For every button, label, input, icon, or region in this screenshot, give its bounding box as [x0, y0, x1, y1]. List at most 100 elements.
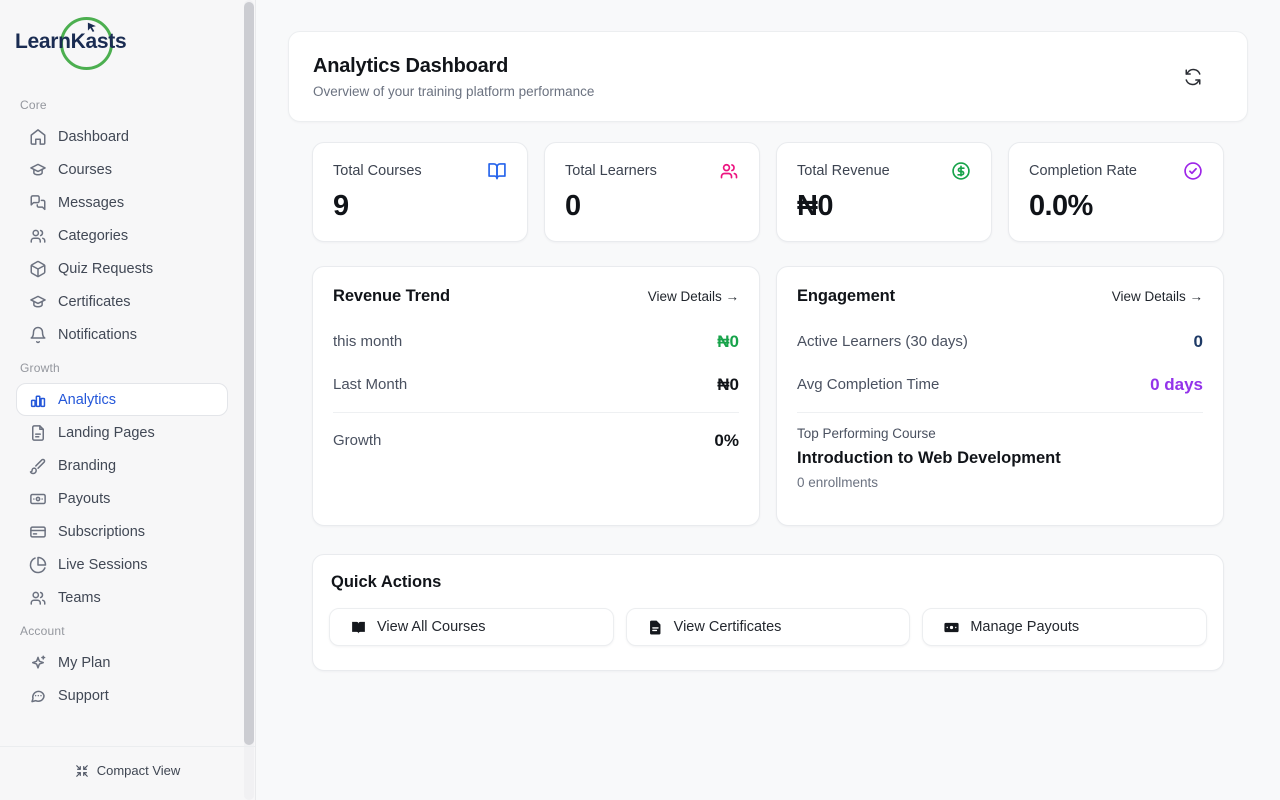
sidebar-item-messages[interactable]: Messages: [16, 186, 228, 219]
engagement-row-active-learners-30-days: Active Learners (30 days) 0: [797, 320, 1203, 363]
credit-card-icon: [29, 523, 47, 541]
sidebar-item-label: Dashboard: [58, 128, 129, 145]
engagement-card: Engagement View Details → Active Learner…: [776, 266, 1224, 526]
sidebar-item-subscriptions[interactable]: Subscriptions: [16, 515, 228, 548]
sidebar-item-branding[interactable]: Branding: [16, 449, 228, 482]
trend-row-value: 0%: [714, 430, 739, 450]
bar-chart-icon: [29, 391, 47, 409]
engagement-view-details-link[interactable]: View Details →: [1111, 289, 1203, 304]
compress-icon: [75, 764, 89, 778]
quick-actions-title: Quick Actions: [331, 573, 442, 591]
engagement-title: Engagement: [797, 287, 896, 305]
page-subtitle: Overview of your training platform perfo…: [313, 83, 595, 99]
brand-name: LearnKasts: [15, 30, 127, 53]
engagement-rows: Active Learners (30 days) 0 Avg Completion…: [797, 320, 1203, 406]
sidebar-item-landing-pages[interactable]: Landing Pages: [16, 416, 228, 449]
sidebar-section-label-core: Core: [20, 98, 47, 112]
stat-value: 0: [565, 190, 581, 222]
engagement-row-value: 0: [1193, 331, 1203, 351]
stat-card-completion-rate: Completion Rate 0.0%: [1008, 142, 1224, 242]
chat-dots-icon: [29, 687, 47, 705]
circle-dollar-icon: [951, 161, 971, 181]
sidebar-item-label: Payouts: [58, 490, 111, 507]
engagement-divider: [797, 412, 1203, 413]
sidebar-item-label: Analytics: [58, 391, 117, 408]
trend-row-label: this month: [333, 333, 403, 350]
sidebar-item-categories[interactable]: Categories: [16, 219, 228, 252]
brand-logo[interactable]: LearnKasts: [0, 0, 255, 88]
quick-actions-buttons: View All Courses View Certificates Manage …: [329, 608, 1208, 646]
sidebar-item-label: Branding: [58, 457, 117, 474]
sidebar-item-label: Live Sessions: [58, 556, 148, 573]
dashboard-content: Total Courses 9 Total Learners 0 Total Reven…: [288, 122, 1248, 671]
sidebar-section-label-account: Account: [20, 624, 65, 638]
trend-row-this-month: this month ₦0: [333, 320, 739, 363]
manage-payouts-button[interactable]: Manage Payouts: [922, 608, 1208, 646]
revenue-trend-title: Revenue Trend: [333, 287, 450, 305]
stat-card-total-revenue: Total Revenue ₦0: [776, 142, 992, 242]
users-icon: [719, 161, 739, 181]
book-open-icon: [487, 161, 507, 181]
sidebar-item-label: Landing Pages: [58, 424, 155, 441]
stat-label: Total Courses: [333, 163, 422, 179]
sidebar: LearnKasts Core Dashboard Courses Messages C…: [0, 0, 256, 800]
quick-actions-card: Quick Actions View All Courses View Certi…: [312, 554, 1224, 671]
banknote-solid-icon: [943, 619, 960, 636]
sidebar-item-label: Courses: [58, 161, 112, 178]
sidebar-scrollbar-thumb[interactable]: [244, 2, 254, 745]
cursor-icon: [84, 21, 99, 36]
page-title: Analytics Dashboard: [313, 54, 509, 77]
refresh-button[interactable]: [1175, 59, 1211, 95]
stat-value: ₦0: [797, 190, 833, 222]
compact-view-toggle[interactable]: Compact View: [0, 746, 255, 800]
sidebar-item-certificates[interactable]: Certificates: [16, 285, 228, 318]
sidebar-item-label: Certificates: [58, 293, 131, 310]
sidebar-item-courses[interactable]: Courses: [16, 153, 228, 186]
trend-row-value: ₦0: [717, 374, 739, 394]
circle-check-icon: [1183, 161, 1203, 181]
sidebar-nav: Core Dashboard Courses Messages Categories Qu…: [0, 98, 255, 712]
top-course-name: Introduction to Web Development: [797, 449, 1061, 467]
sparkles-icon: [29, 654, 47, 672]
sidebar-item-support[interactable]: Support: [16, 679, 228, 712]
sidebar-item-label: My Plan: [58, 654, 111, 671]
sidebar-item-my-plan[interactable]: My Plan: [16, 646, 228, 679]
trend-row-label: Last Month: [333, 376, 408, 393]
page-header: Analytics Dashboard Overview of your tra…: [288, 31, 1248, 122]
sidebar-item-analytics[interactable]: Analytics: [16, 383, 228, 416]
engagement-row-label: Avg Completion Time: [797, 376, 940, 393]
stat-value: 9: [333, 190, 349, 222]
sidebar-item-notifications[interactable]: Notifications: [16, 318, 228, 351]
trend-divider: [333, 412, 739, 413]
sidebar-item-label: Categories: [58, 227, 129, 244]
stat-label: Completion Rate: [1029, 163, 1137, 179]
trend-row-value: ₦0: [717, 331, 739, 351]
paintbrush-icon: [29, 457, 47, 475]
sidebar-item-label: Support: [58, 687, 109, 704]
sidebar-item-dashboard[interactable]: Dashboard: [16, 120, 228, 153]
engagement-row-value: 0 days: [1150, 374, 1203, 394]
view-all-courses-button[interactable]: View All Courses: [329, 608, 614, 646]
sidebar-item-label: Subscriptions: [58, 523, 146, 540]
sidebar-item-teams[interactable]: Teams: [16, 581, 228, 614]
stat-card-total-learners: Total Learners 0: [544, 142, 760, 242]
users-icon: [29, 227, 47, 245]
top-course-enrollments: 0 enrollments: [797, 475, 879, 490]
stat-value: 0.0%: [1029, 190, 1093, 222]
trend-row-label: Growth: [333, 432, 382, 449]
users-icon: [29, 589, 47, 607]
view-certificates-button[interactable]: View Certificates: [625, 608, 911, 646]
stats-row: Total Courses 9 Total Learners 0 Total Reven…: [312, 142, 1224, 242]
revenue-view-details-link[interactable]: View Details →: [647, 289, 739, 304]
graduation-cap-icon: [29, 293, 47, 311]
trend-row-growth: Growth 0%: [333, 419, 739, 462]
home-icon: [29, 128, 47, 146]
stat-label: Total Revenue: [797, 163, 890, 179]
sidebar-item-quiz-requests[interactable]: Quiz Requests: [16, 252, 228, 285]
charts-row: Revenue Trend View Details → this month ₦…: [312, 266, 1224, 526]
bell-icon: [29, 326, 47, 344]
sidebar-item-live-sessions[interactable]: Live Sessions: [16, 548, 228, 581]
quick-action-label: Manage Payouts: [970, 619, 1080, 635]
sidebar-item-payouts[interactable]: Payouts: [16, 482, 228, 515]
